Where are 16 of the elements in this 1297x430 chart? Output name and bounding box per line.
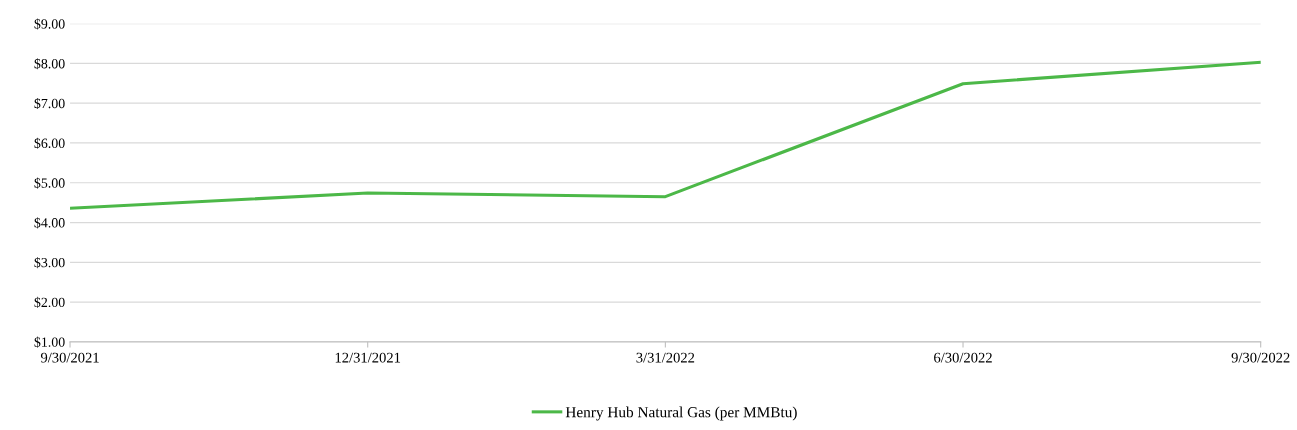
y-tick-label: $6.00 xyxy=(34,137,65,149)
x-tick-label: 9/30/2021 xyxy=(40,352,99,363)
y-tick-label: $7.00 xyxy=(34,97,65,110)
x-tick-label: 6/30/2022 xyxy=(934,352,992,363)
legend-label: Henry Hub Natural Gas (per MMBtu) xyxy=(565,406,797,421)
y-tick-label: $8.00 xyxy=(34,58,65,70)
y-tick-label: $2.00 xyxy=(34,296,65,308)
line-series xyxy=(70,60,1261,210)
x-tick-label: 12/31/2021 xyxy=(335,352,401,363)
x-tick-label: 3/31/2022 xyxy=(636,352,695,363)
y-tick-label: $1.00 xyxy=(34,336,65,348)
y-tick-label: $5.00 xyxy=(34,177,65,189)
y-tick-label: $3.00 xyxy=(34,257,65,269)
y-tick-label: $9.00 xyxy=(34,18,65,30)
y-tick-label: $4.00 xyxy=(34,217,65,229)
x-tick-label: 9/30/2022 xyxy=(1231,352,1290,363)
